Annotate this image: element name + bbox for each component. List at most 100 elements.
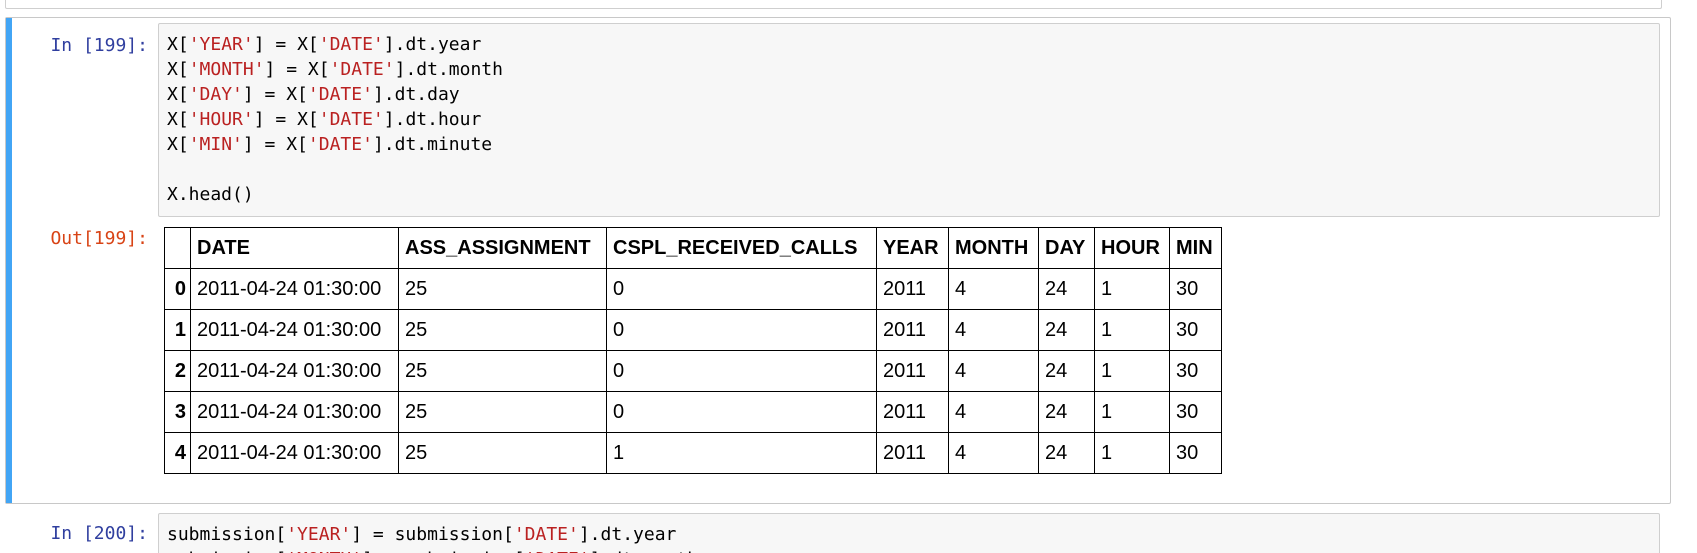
previous-cell[interactable] [5, 0, 1662, 9]
code-line: X['MIN'] = X['DATE'].dt.minute [167, 132, 1651, 157]
table-cell: 2011 [876, 309, 949, 351]
string-literal: 'DATE' [525, 549, 590, 553]
next-code-editor[interactable]: submission['YEAR'] = submission[ 'DATE'].… [167, 522, 1651, 553]
code-token: ] = X[ [253, 34, 319, 55]
table-row: 3 2011-04-24 01:30:00 25 0 2011 4 24 1 30 [164, 391, 1222, 433]
column-header: ASS_ASSIGNMENT [398, 227, 607, 269]
code-line: submission['MONTH'] = submission['DATE']… [167, 547, 1651, 553]
table-row: 0 2011-04-24 01:30:00 25 0 2011 4 24 1 30 [164, 268, 1222, 310]
string-literal: 'MIN' [188, 134, 243, 155]
column-header [164, 227, 191, 269]
string-literal: 'DATE' [329, 59, 395, 80]
string-literal: 'MONTH' [286, 549, 362, 553]
table-cell: 24 [1038, 391, 1095, 433]
input-prompt: In [199]: [50, 35, 148, 56]
code-token: ].dt.month [590, 549, 698, 553]
code-line: X['YEAR'] = X['DATE'].dt.year [167, 32, 1651, 57]
table-row: 4 2011-04-24 01:30:00 25 1 2011 4 24 1 30 [164, 432, 1222, 474]
table-cell: 30 [1169, 309, 1222, 351]
table-cell: 25 [398, 309, 607, 351]
string-literal: 'DATE' [318, 34, 384, 55]
table-cell: 24 [1038, 268, 1095, 310]
code-token: submission[ [167, 524, 287, 545]
code-token: ].dt.year [578, 524, 677, 545]
column-header: MIN [1169, 227, 1222, 269]
table-cell: 2011-04-24 01:30:00 [190, 309, 399, 351]
table-cell: 2011 [876, 350, 949, 392]
string-literal: 'YEAR' [286, 524, 352, 545]
table-cell: 2011-04-24 01:30:00 [190, 350, 399, 392]
table-cell: 24 [1038, 309, 1095, 351]
table-body: 0 2011-04-24 01:30:00 25 0 2011 4 24 1 30 1 2011-0… [164, 268, 1222, 474]
row-index: 3 [164, 391, 191, 433]
column-header: DAY [1038, 227, 1095, 269]
code-token: ].dt.day [372, 84, 460, 105]
code-line: X['HOUR'] = X['DATE'].dt.hour [167, 107, 1651, 132]
table-cell: 1 [1094, 391, 1170, 433]
table-cell: 25 [398, 268, 607, 310]
column-header: CSPL_RECEIVED_CALLS [606, 227, 877, 269]
code-token: ] = X[ [242, 84, 308, 105]
code-token: ].dt.year [383, 34, 482, 55]
column-header: YEAR [876, 227, 949, 269]
code-token: ] = X[ [264, 59, 330, 80]
table-cell: 2011-04-24 01:30:00 [190, 391, 399, 433]
code-token: ] = X[ [242, 134, 308, 155]
table-row: 2 2011-04-24 01:30:00 25 0 2011 4 24 1 30 [164, 350, 1222, 392]
code-token: X[ [167, 134, 189, 155]
code-token: X[ [167, 109, 189, 130]
dataframe-output: DATE ASS_ASSIGNMENT CSPL_RECEIVED_CALLS YEA… [164, 227, 1222, 474]
row-index: 2 [164, 350, 191, 392]
next-code-input-area[interactable]: submission['YEAR'] = submission[ 'DATE'].… [158, 513, 1660, 553]
string-literal: 'DATE' [307, 84, 373, 105]
code-token: submission[ [167, 549, 286, 553]
next-input-prompt: In [200]: [50, 523, 148, 544]
row-index: 4 [164, 432, 191, 474]
code-input-area[interactable]: X['YEAR'] = X['DATE'].dt.year X['MONTH'] … [158, 23, 1660, 217]
table-cell: 2011-04-24 01:30:00 [190, 432, 399, 474]
table-cell: 25 [398, 432, 607, 474]
string-literal: 'DATE' [318, 109, 384, 130]
code-token: X[ [167, 34, 189, 55]
table-cell: 1 [1094, 309, 1170, 351]
table-cell: 2011 [876, 391, 949, 433]
string-literal: 'YEAR' [188, 34, 254, 55]
column-header: DATE [190, 227, 399, 269]
row-index: 0 [164, 268, 191, 310]
row-index: 1 [164, 309, 191, 351]
table-cell: 2011 [876, 432, 949, 474]
selected-cell-indicator [6, 18, 12, 503]
code-line: X['DAY'] = X['DATE'].dt.day [167, 82, 1651, 107]
code-line [167, 157, 1651, 182]
table-cell: 4 [948, 432, 1039, 474]
code-token: ] = X[ [253, 109, 319, 130]
table-cell: 1 [1094, 350, 1170, 392]
table-cell: 0 [606, 309, 877, 351]
code-token: ] = submission[ [351, 524, 514, 545]
dataframe-table: DATE ASS_ASSIGNMENT CSPL_RECEIVED_CALLS YEA… [164, 227, 1222, 474]
code-line: submission['YEAR'] = submission['DATE'].… [167, 522, 1651, 547]
code-token: X.head() [167, 184, 254, 205]
code-token: ].dt.month [394, 59, 503, 80]
code-token: ].dt.hour [383, 109, 482, 130]
string-literal: 'DATE' [307, 134, 373, 155]
table-cell: 0 [606, 268, 877, 310]
table-cell: 4 [948, 350, 1039, 392]
table-cell: 4 [948, 309, 1039, 351]
table-cell: 2011 [876, 268, 949, 310]
table-cell: 25 [398, 391, 607, 433]
table-cell: 2011-04-24 01:30:00 [190, 268, 399, 310]
table-cell: 1 [1094, 432, 1170, 474]
code-token: X[ [167, 84, 189, 105]
table-cell: 24 [1038, 432, 1095, 474]
header-row: DATE ASS_ASSIGNMENT CSPL_RECEIVED_CALLS YEA… [164, 227, 1222, 269]
code-token: X[ [167, 59, 189, 80]
table-cell: 30 [1169, 268, 1222, 310]
code-editor[interactable]: X['YEAR'] = X['DATE'].dt.year X['MONTH'] … [167, 32, 1651, 207]
column-header: HOUR [1094, 227, 1170, 269]
table-cell: 30 [1169, 391, 1222, 433]
table-cell: 4 [948, 391, 1039, 433]
output-prompt: Out[199]: [50, 228, 148, 249]
code-line: X['MONTH'] = X['DATE'].dt.month [167, 57, 1651, 82]
